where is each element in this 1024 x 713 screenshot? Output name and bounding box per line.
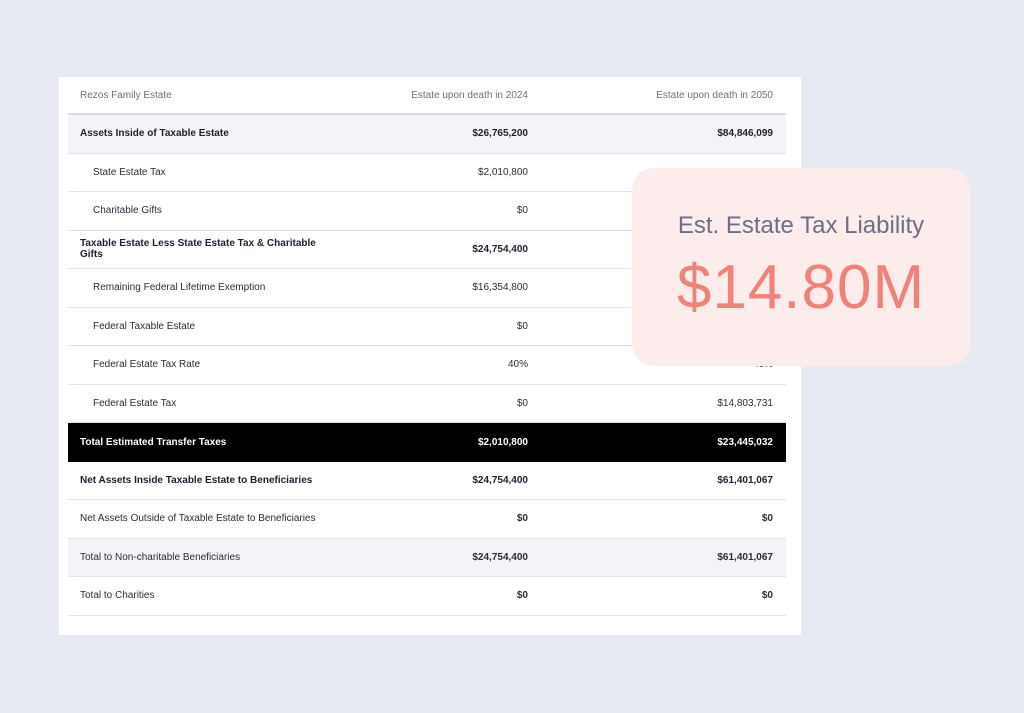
value-2050: $61,401,067 xyxy=(717,551,773,563)
total-transfer-taxes-row: Total Estimated Transfer Taxes $2,010,80… xyxy=(68,423,786,462)
value-2024: $0 xyxy=(516,205,528,217)
row-label: Charitable Gifts xyxy=(93,205,162,217)
value-2050: $0 xyxy=(761,513,773,525)
row-label: Taxable Estate Less State Estate Tax & C… xyxy=(80,238,316,261)
header-2050: Estate upon death in 2050 xyxy=(656,89,773,101)
header-estate-name: Rezos Family Estate xyxy=(80,89,172,101)
table-header-row: Rezos Family Estate Estate upon death in… xyxy=(68,77,786,115)
value-2050: $61,401,067 xyxy=(717,474,773,486)
estate-tax-liability-callout: Est. Estate Tax Liability $14.80M xyxy=(632,168,970,366)
value-2024: $0 xyxy=(516,320,528,332)
table-row: Assets Inside of Taxable Estate $26,765,… xyxy=(68,115,786,154)
value-2024: $0 xyxy=(516,513,528,525)
table-row: Remaining Federal Lifetime Exemption $16… xyxy=(68,269,786,308)
row-label: Net Assets Outside of Taxable Estate to … xyxy=(80,513,316,525)
callout-value: $14.80M xyxy=(676,253,926,322)
value-2024: $24,754,400 xyxy=(472,243,528,255)
table-row: Total to Non-charitable Beneficiaries $2… xyxy=(68,538,786,577)
row-label: Federal Estate Tax Rate xyxy=(93,359,201,371)
value-2024: $24,754,400 xyxy=(472,551,528,563)
value-2024: $2,010,800 xyxy=(477,166,528,178)
table-row: Net Assets Inside Taxable Estate to Bene… xyxy=(68,462,786,500)
row-label: Assets Inside of Taxable Estate xyxy=(80,128,229,140)
table-row: Charitable Gifts $0 xyxy=(68,192,786,231)
table-row: Federal Taxable Estate $0 xyxy=(68,308,786,346)
row-label: Total to Non-charitable Beneficiaries xyxy=(80,551,241,563)
table-row: Total to Charities $0 $0 xyxy=(68,577,786,616)
header-2024: Estate upon death in 2024 xyxy=(411,89,528,101)
row-label: Total Estimated Transfer Taxes xyxy=(80,436,227,448)
value-2024: 40% xyxy=(507,359,528,371)
value-2024: $0 xyxy=(516,397,528,409)
estate-tax-table: Rezos Family Estate Estate upon death in… xyxy=(68,77,786,616)
table-row: State Estate Tax $2,010,800 xyxy=(68,154,786,192)
value-2050: $84,846,099 xyxy=(717,128,773,140)
value-2024: $16,354,800 xyxy=(472,282,528,294)
value-2024: $0 xyxy=(516,590,528,602)
table-row: Net Assets Outside of Taxable Estate to … xyxy=(68,500,786,539)
value-2024: $24,754,400 xyxy=(472,474,528,486)
value-2050: $23,445,032 xyxy=(717,436,773,448)
table-row: Taxable Estate Less State Estate Tax & C… xyxy=(68,231,786,269)
row-label: Federal Estate Tax xyxy=(93,397,177,409)
row-label: Federal Taxable Estate xyxy=(93,320,196,332)
table-row: Federal Estate Tax $0 $14,803,731 xyxy=(68,385,786,423)
row-label: State Estate Tax xyxy=(93,166,166,178)
value-2050: $0 xyxy=(761,590,773,602)
row-label: Total to Charities xyxy=(80,590,155,602)
value-2024: $2,010,800 xyxy=(477,436,528,448)
callout-label: Est. Estate Tax Liability xyxy=(677,212,925,239)
row-label: Remaining Federal Lifetime Exemption xyxy=(93,282,266,294)
row-label: Net Assets Inside Taxable Estate to Bene… xyxy=(80,474,313,486)
value-2050: $14,803,731 xyxy=(717,397,773,409)
value-2024: $26,765,200 xyxy=(472,128,528,140)
